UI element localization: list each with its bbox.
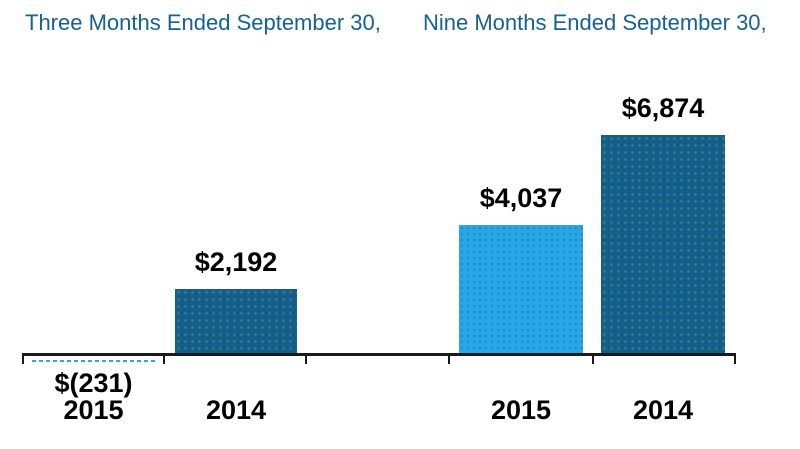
category-label: 2014 [205,395,267,425]
axis-tick [305,353,307,364]
axis-tick [734,353,736,364]
group-header-nine-months: Nine Months Ended September 30, [423,10,767,35]
bar-2014-group0 [175,289,297,353]
axis-tick [448,353,450,364]
bar-value-label: $2,192 [194,247,278,277]
category-label: 2014 [632,395,694,425]
group-header-three-months: Three Months Ended September 30, [25,10,381,35]
x-axis-line [22,353,736,356]
bar-2015-group0 [32,360,155,362]
bar-value-label: $6,874 [621,93,705,123]
bar-2015-group1 [459,225,583,353]
category-label: 2015 [63,395,124,425]
axis-tick [592,353,594,364]
bar-value-label: $4,037 [479,183,563,213]
axis-tick [22,353,24,364]
bar-2014-group1 [601,135,725,353]
axis-tick [163,353,165,364]
category-label: 2015 [490,395,552,425]
bar-value-label: $(231) [54,368,133,398]
